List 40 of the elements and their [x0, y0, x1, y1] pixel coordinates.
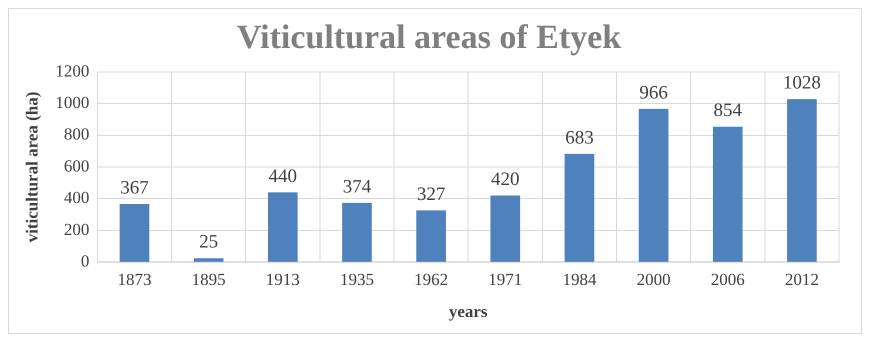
- y-tick-label: 1000: [55, 93, 90, 112]
- data-label: 683: [565, 127, 594, 148]
- bar: [490, 196, 520, 262]
- y-axis-title: viticultural area (ha): [22, 92, 42, 242]
- x-tick-label: 1962: [414, 270, 448, 289]
- y-tick-label: 400: [64, 188, 90, 208]
- bar: [638, 108, 668, 262]
- bar: [194, 258, 224, 262]
- bar: [787, 99, 817, 262]
- bar: [342, 202, 372, 262]
- bar: [564, 154, 594, 262]
- data-label: 327: [416, 184, 446, 205]
- x-tick-label: 2000: [636, 270, 671, 289]
- data-label: 440: [268, 166, 298, 187]
- data-label: 1028: [782, 72, 821, 94]
- bar: [416, 210, 446, 262]
- x-tick-label: 1971: [488, 270, 522, 289]
- x-tick-label: 1895: [192, 270, 226, 289]
- bar: [268, 192, 298, 262]
- x-tick-label: 2012: [784, 270, 819, 289]
- data-label: 374: [342, 176, 372, 198]
- data-label: 25: [199, 232, 218, 253]
- x-tick-label: 1984: [562, 270, 597, 289]
- bar: [712, 126, 743, 262]
- y-tick-label: 600: [64, 156, 90, 176]
- bar: [120, 204, 150, 262]
- data-label: 854: [714, 100, 743, 122]
- x-tick-label: 1873: [117, 270, 152, 289]
- x-axis-title: years: [448, 302, 488, 322]
- chart-title: Viticultural areas of Etyek: [236, 19, 622, 56]
- data-label: 367: [120, 177, 149, 198]
- y-tick-label: 200: [64, 220, 90, 239]
- x-tick-label: 1913: [266, 270, 300, 289]
- y-tick-label: 800: [64, 124, 90, 144]
- y-tick-label: 0: [80, 252, 90, 271]
- data-label: 966: [639, 82, 668, 104]
- x-tick-label: 2006: [710, 270, 745, 289]
- y-tick-label: 1200: [55, 61, 90, 80]
- data-label: 420: [491, 169, 520, 190]
- x-tick-label: 1935: [340, 270, 374, 289]
